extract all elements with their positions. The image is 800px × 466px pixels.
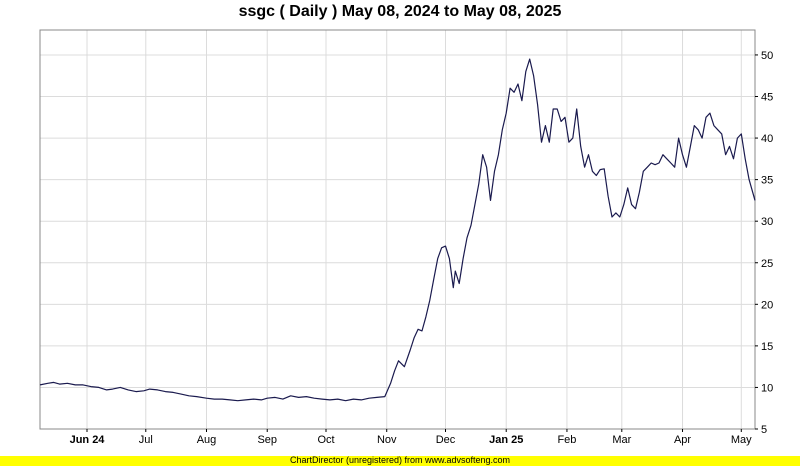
chart-area: 5 10 15 20 25 30 35 40 45 50 Jun 24 Jul Aug Sep Oct No…	[39, 29, 773, 446]
x-tick-label: Jul	[139, 434, 153, 446]
grid	[40, 30, 755, 430]
y-tick-label: 15	[761, 341, 773, 353]
y-tick-label: 20	[761, 299, 773, 311]
x-tick-label: Apr	[674, 434, 691, 446]
chart-title: ssgc ( Daily ) May 08, 2024 to May 08, 2…	[238, 3, 562, 20]
y-tick-label: 5	[761, 424, 767, 436]
x-tick-label: Nov	[377, 434, 397, 446]
y-tick-label: 45	[761, 92, 773, 104]
y-tick-label: 40	[761, 133, 773, 145]
x-tick-label: Mar	[612, 434, 631, 446]
x-tick-label: Jan 25	[489, 434, 523, 446]
x-tick-label: Oct	[317, 434, 334, 446]
y-tick-label: 30	[761, 216, 773, 228]
y-tick-label: 25	[761, 258, 773, 270]
x-tick-label: Sep	[257, 434, 277, 446]
x-tick-label: Dec	[436, 434, 456, 446]
x-tick-label: Feb	[557, 434, 576, 446]
x-tick-label: May	[731, 434, 752, 446]
x-axis: Jun 24 Jul Aug Sep Oct Nov Dec Jan 25 Feb Mar Apr M…	[70, 429, 752, 446]
price-line	[39, 58, 756, 402]
x-tick-label: Aug	[197, 434, 217, 446]
y-tick-label: 35	[761, 175, 773, 187]
y-tick-label: 10	[761, 382, 773, 394]
plot-border	[39, 29, 756, 430]
footer-text: ChartDirector (unregistered) from www.ad…	[289, 455, 511, 465]
y-axis: 5 10 15 20 25 30 35 40 45 50	[755, 50, 773, 436]
x-tick-label: Jun 24	[70, 434, 106, 446]
y-tick-label: 50	[761, 50, 773, 62]
footer-bar: ChartDirector (unregistered) from www.ad…	[0, 455, 800, 466]
series-layer	[39, 58, 756, 402]
